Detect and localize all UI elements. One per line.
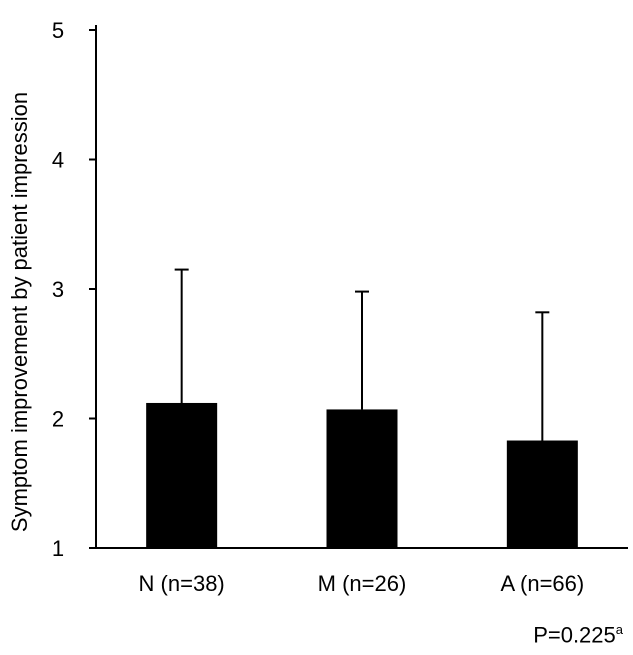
y-ticks: 1 2 3 4 5 (52, 18, 96, 561)
bar (506, 440, 578, 548)
y-tick-label: 3 (52, 277, 64, 302)
bar (326, 409, 398, 548)
y-axis-label: Symptom improvement by patient impressio… (7, 92, 32, 532)
y-tick-label: 5 (52, 18, 64, 43)
p-value-text: P=0.225 (533, 622, 616, 648)
y-tick-label: 4 (52, 148, 64, 173)
p-value-superscript: a (615, 622, 623, 637)
x-tick-label: N (n=38) (139, 571, 225, 596)
x-tick-labels: N (n=38) M (n=26) A (n=66) (139, 571, 585, 596)
x-tick-label: A (n=66) (500, 571, 584, 596)
x-tick-label: M (n=26) (318, 571, 407, 596)
p-value-annotation: P=0.225a (533, 622, 623, 648)
y-tick-label: 2 (52, 407, 64, 432)
y-tick-label: 1 (52, 536, 64, 561)
bar (146, 402, 218, 548)
bars (146, 268, 578, 548)
